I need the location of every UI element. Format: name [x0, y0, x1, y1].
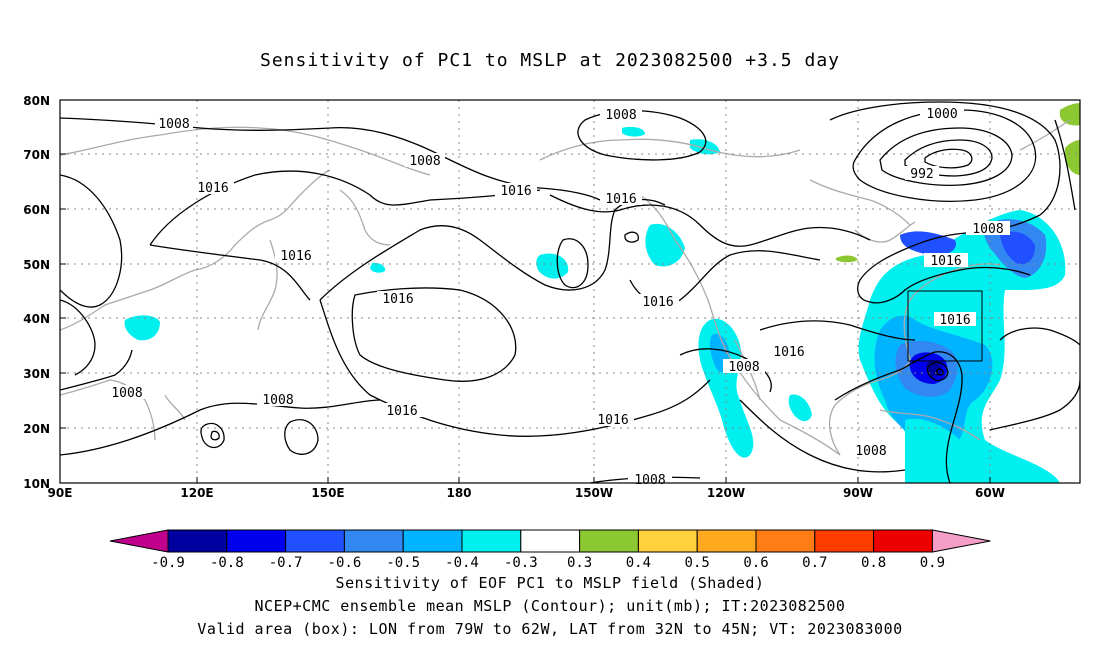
contour-label: 1016 — [386, 404, 417, 419]
lon-labels: 90E 120E 150E 180 150W 120W 90W 60W — [48, 486, 1005, 500]
lat-label: 50N — [23, 258, 50, 272]
coastlines — [60, 119, 1071, 456]
colorbar-segment — [520, 529, 581, 553]
colorbar-label: 0.3 — [567, 555, 592, 571]
colorbar-segment — [343, 529, 404, 553]
contour-label: 1008 — [634, 473, 665, 488]
colorbar-label: 0.7 — [802, 555, 827, 571]
contour-label: 1000 — [926, 107, 957, 122]
shade-hudson-green — [836, 255, 858, 263]
contour-label: 1016 — [280, 249, 311, 264]
lon-label: 120E — [180, 486, 213, 500]
colorbar-label: -0.7 — [269, 555, 303, 571]
contour-label: 1008 — [262, 393, 293, 408]
shade-labrador — [900, 231, 956, 256]
valid-area-box — [907, 290, 983, 362]
colorbar-label: -0.9 — [151, 555, 185, 571]
colorbar-label: -0.5 — [386, 555, 420, 571]
lat-label: 40N — [23, 312, 50, 326]
lon-label: 180 — [446, 486, 471, 500]
lat-label: 60N — [23, 203, 50, 217]
lat-label: 10N — [23, 477, 50, 491]
colorbar-segment — [814, 529, 875, 553]
shade-greenland-green2 — [1065, 140, 1080, 175]
lat-label: 70N — [23, 148, 50, 162]
colorbar-right-arrow — [931, 529, 991, 553]
colorbar-label: 0.5 — [685, 555, 710, 571]
axis-ticks — [60, 153, 991, 483]
contour-label: 1016 — [382, 292, 413, 307]
caption-line-1: Sensitivity of EOF PC1 to MSLP field (Sh… — [335, 574, 765, 592]
map-title: Sensitivity of PC1 to MSLP at 2023082500… — [259, 50, 840, 71]
lon-label: 90E — [48, 486, 73, 500]
contour-label: 1016 — [597, 413, 628, 428]
contour-label: 1008 — [111, 386, 142, 401]
lon-label: 120W — [707, 486, 745, 500]
shade-bc — [645, 223, 685, 267]
contour-label: 1016 — [605, 192, 636, 207]
map-border — [59, 99, 1081, 484]
colorbar-segment — [167, 529, 228, 553]
colorbar-segment — [461, 529, 522, 553]
colorbar-left-arrow — [109, 529, 169, 553]
colorbar-label: 0.4 — [626, 555, 651, 571]
colorbar-segment — [637, 529, 698, 553]
contour-label: 1008 — [972, 222, 1003, 237]
colorbar-label: 0.8 — [861, 555, 886, 571]
contour-label: 1016 — [930, 254, 961, 269]
shade-nwpacific — [370, 262, 386, 273]
shade-alaska — [622, 126, 645, 137]
lon-label: 150E — [311, 486, 344, 500]
lat-label: 30N — [23, 367, 50, 381]
contour-label: 1008 — [855, 444, 886, 459]
lon-label: 90W — [843, 486, 873, 500]
contour-label: 1016 — [500, 184, 531, 199]
colorbar-label: 0.6 — [743, 555, 768, 571]
lon-label: 60W — [975, 486, 1005, 500]
contour-label: 1016 — [197, 181, 228, 196]
colorbar-segment — [579, 529, 639, 553]
lon-label: 150W — [575, 486, 613, 500]
colorbar-segment — [226, 529, 287, 553]
colorbar-label: 0.9 — [920, 555, 945, 571]
contour-label: 1008 — [728, 360, 759, 375]
contour-label: 1016 — [939, 313, 970, 328]
contour-labels: 1008 1008 1016 1016 1016 1008 1016 1008 … — [106, 106, 1010, 488]
colorbar: -0.9 -0.8 -0.7 -0.6 -0.5 -0.4 -0.3 0.3 0.4 0.5 0.6… — [109, 529, 991, 571]
sensitivity-shading — [124, 103, 1080, 483]
shade-greenland-green — [1060, 103, 1080, 126]
colorbar-label: -0.3 — [504, 555, 538, 571]
lat-label: 20N — [23, 422, 50, 436]
shade-nepacific — [536, 253, 569, 279]
contour-label: 1008 — [158, 117, 189, 132]
contour-label: 1008 — [409, 154, 440, 169]
shade-carib — [905, 418, 986, 483]
colorbar-segment — [285, 529, 345, 553]
colorbar-segment — [696, 529, 757, 553]
shade-gulf-patch — [788, 394, 812, 422]
shade-china — [124, 315, 160, 341]
contour-label: 1016 — [773, 345, 804, 360]
colorbar-label: -0.8 — [210, 555, 244, 571]
colorbar-label: -0.6 — [328, 555, 362, 571]
contour-label: 1008 — [605, 108, 636, 123]
shade-north-atlantic-inner — [1000, 231, 1036, 265]
colorbar-label: -0.4 — [445, 555, 479, 571]
caption-line-3: Valid area (box): LON from 79W to 62W, L… — [197, 620, 903, 638]
colorbar-segment — [402, 529, 463, 553]
caption-line-2: NCEP+CMC ensemble mean MSLP (Contour); u… — [254, 597, 846, 615]
lat-label: 80N — [23, 94, 50, 108]
colorbar-segment — [873, 529, 933, 553]
lat-labels: 80N 70N 60N 50N 40N 30N 20N 10N — [23, 94, 50, 491]
contour-label: 1016 — [642, 295, 673, 310]
contour-label: 992 — [910, 167, 933, 182]
colorbar-segment — [755, 529, 816, 553]
